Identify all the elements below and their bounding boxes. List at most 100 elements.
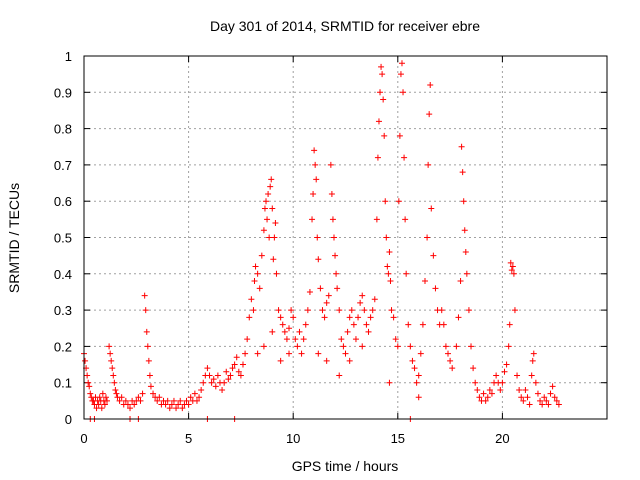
data-point bbox=[460, 198, 467, 205]
data-point bbox=[553, 397, 560, 404]
x-tick-label: 10 bbox=[286, 431, 300, 446]
data-point bbox=[359, 343, 366, 350]
data-point bbox=[336, 307, 343, 314]
data-point bbox=[346, 314, 353, 321]
data-point bbox=[214, 372, 221, 379]
data-point bbox=[516, 386, 523, 393]
data-point bbox=[336, 372, 343, 379]
data-point bbox=[231, 361, 238, 368]
data-point bbox=[463, 270, 470, 277]
data-point bbox=[387, 278, 394, 285]
data-point bbox=[84, 372, 91, 379]
data-point bbox=[357, 299, 364, 306]
data-point bbox=[264, 216, 271, 223]
data-point bbox=[321, 314, 328, 321]
data-point bbox=[532, 379, 539, 386]
y-tick-label: 0.1 bbox=[54, 376, 72, 391]
data-point bbox=[380, 96, 387, 103]
data-point bbox=[340, 343, 347, 350]
data-point bbox=[333, 270, 340, 277]
data-point bbox=[251, 278, 258, 285]
data-point bbox=[221, 379, 228, 386]
data-point bbox=[300, 336, 307, 343]
data-point bbox=[273, 270, 280, 277]
data-point bbox=[294, 343, 301, 350]
data-point bbox=[219, 386, 226, 393]
data-point bbox=[156, 394, 163, 401]
data-point bbox=[468, 343, 475, 350]
data-point bbox=[415, 394, 422, 401]
data-point bbox=[82, 357, 89, 364]
data-point bbox=[327, 161, 334, 168]
data-point bbox=[417, 350, 424, 357]
data-point bbox=[168, 401, 175, 408]
data-point bbox=[254, 350, 261, 357]
data-point bbox=[260, 343, 267, 350]
data-point bbox=[252, 263, 259, 270]
data-point bbox=[304, 307, 311, 314]
data-point bbox=[344, 328, 351, 335]
data-point bbox=[398, 60, 405, 67]
data-point bbox=[210, 376, 217, 383]
data-point bbox=[426, 111, 433, 118]
data-point bbox=[455, 314, 462, 321]
data-point bbox=[173, 405, 180, 412]
data-point bbox=[334, 285, 341, 292]
data-point bbox=[306, 288, 313, 295]
data-point bbox=[530, 350, 537, 357]
data-point bbox=[323, 357, 330, 364]
data-point bbox=[206, 372, 213, 379]
data-point bbox=[402, 216, 409, 223]
data-point bbox=[350, 321, 357, 328]
data-point bbox=[383, 234, 390, 241]
data-point bbox=[260, 227, 267, 234]
data-point bbox=[275, 307, 282, 314]
data-point bbox=[272, 219, 279, 226]
data-point bbox=[292, 336, 299, 343]
data-point bbox=[407, 343, 414, 350]
data-point bbox=[508, 267, 515, 274]
data-point bbox=[482, 397, 489, 404]
data-point bbox=[497, 386, 504, 393]
data-point bbox=[281, 328, 288, 335]
grid-lines bbox=[84, 56, 607, 419]
data-point bbox=[511, 307, 518, 314]
data-point bbox=[330, 234, 337, 241]
data-point bbox=[528, 372, 535, 379]
data-point bbox=[87, 390, 94, 397]
data-point bbox=[549, 383, 556, 390]
data-point bbox=[484, 394, 491, 401]
data-point bbox=[145, 357, 152, 364]
data-point bbox=[438, 307, 445, 314]
data-point bbox=[256, 285, 263, 292]
x-tick-labels: 0 5 10 15 20 bbox=[80, 431, 509, 446]
data-point bbox=[329, 216, 336, 223]
data-point bbox=[193, 397, 200, 404]
data-point bbox=[386, 379, 393, 386]
data-point bbox=[413, 379, 420, 386]
data-point bbox=[141, 292, 148, 299]
data-point bbox=[286, 350, 293, 357]
chart-title: Day 301 of 2014, SRMTID for receiver ebr… bbox=[210, 18, 480, 34]
data-point bbox=[415, 372, 422, 379]
data-point bbox=[122, 397, 129, 404]
data-point bbox=[453, 343, 460, 350]
data-point bbox=[302, 321, 309, 328]
data-point bbox=[296, 328, 303, 335]
data-point bbox=[449, 365, 456, 372]
data-point bbox=[520, 397, 527, 404]
data-point bbox=[154, 397, 161, 404]
data-point bbox=[290, 314, 297, 321]
y-tick-label: 0 bbox=[65, 412, 72, 427]
data-point bbox=[367, 314, 374, 321]
data-point bbox=[457, 278, 464, 285]
data-point bbox=[541, 394, 548, 401]
data-point bbox=[93, 405, 100, 412]
data-point bbox=[352, 336, 359, 343]
data-point bbox=[378, 63, 385, 70]
data-point bbox=[288, 307, 295, 314]
y-axis-label: SRMTID / TECUs bbox=[6, 183, 22, 293]
data-point bbox=[111, 379, 118, 386]
data-point bbox=[106, 343, 113, 350]
